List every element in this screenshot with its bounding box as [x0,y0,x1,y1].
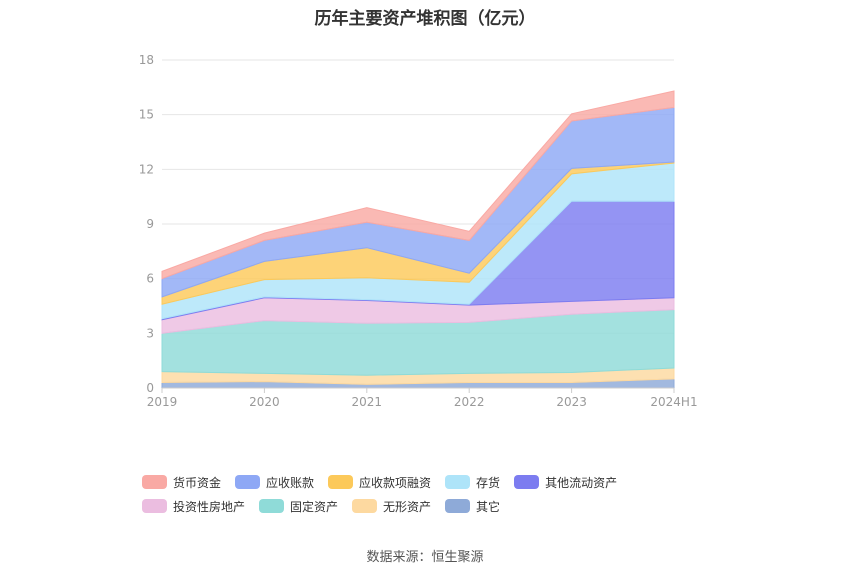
area-series-8 [161,90,675,280]
legend-swatch [328,475,354,489]
legend-swatch [235,475,261,489]
legend-swatch [259,499,285,513]
legend-item[interactable]: 应收款项融资 [328,474,431,490]
y-tick-label: 6 [146,272,154,286]
legend-label: 应收款项融资 [359,475,432,490]
legend-item[interactable]: 固定资产 [259,498,338,514]
x-tick-label: 2022 [454,395,485,409]
legend-item[interactable]: 无形资产 [352,498,431,514]
legend-item[interactable]: 其它 [445,498,500,514]
legend-item[interactable]: 应收账款 [235,474,314,490]
stacked-area-chart: 0 3 6 9 12 15 18 2019 2020 2021 2022 2023 2024H1 [139,53,698,409]
legend-swatch [514,475,540,489]
x-tick-label: 2021 [352,395,383,409]
y-tick-label: 12 [139,162,154,176]
legend-label: 应收账款 [266,475,315,490]
legend-label: 货币资金 [173,475,222,490]
legend-swatch [352,499,378,513]
x-tick-label: 2023 [556,395,587,409]
legend-swatch [445,499,471,513]
legend-label: 固定资产 [290,499,339,514]
data-source-note: 数据来源：恒生聚源 [366,550,484,565]
chart-legend: 货币资金 应收账款 应收款项融资 存货 其他流动资产投资性房地产 固定资产 无形资产 其它 [142,474,742,514]
x-tick-label: 2020 [249,395,280,409]
y-tick-label: 3 [146,326,154,340]
y-tick-label: 15 [139,108,154,122]
y-tick-label: 9 [146,217,154,231]
legend-label: 存货 [476,475,501,490]
legend-label: 投资性房地产 [173,499,246,514]
legend-swatch [445,475,471,489]
legend-item[interactable]: 存货 [445,474,500,490]
y-tick-label: 0 [146,381,154,395]
legend-swatch [142,499,167,513]
x-tick-label: 2019 [147,395,178,409]
legend-item[interactable]: 投资性房地产 [142,498,245,514]
legend-label: 其它 [476,499,501,514]
legend-label: 其他流动资产 [545,475,618,490]
legend-label: 无形资产 [383,499,432,514]
x-tick-label: 2024H1 [650,395,697,409]
chart-title: 历年主要资产堆积图（亿元） [314,9,536,29]
legend-swatch [142,475,167,489]
legend-item[interactable]: 货币资金 [142,474,221,490]
y-tick-label: 18 [139,53,154,67]
legend-item[interactable]: 其他流动资产 [514,474,617,490]
